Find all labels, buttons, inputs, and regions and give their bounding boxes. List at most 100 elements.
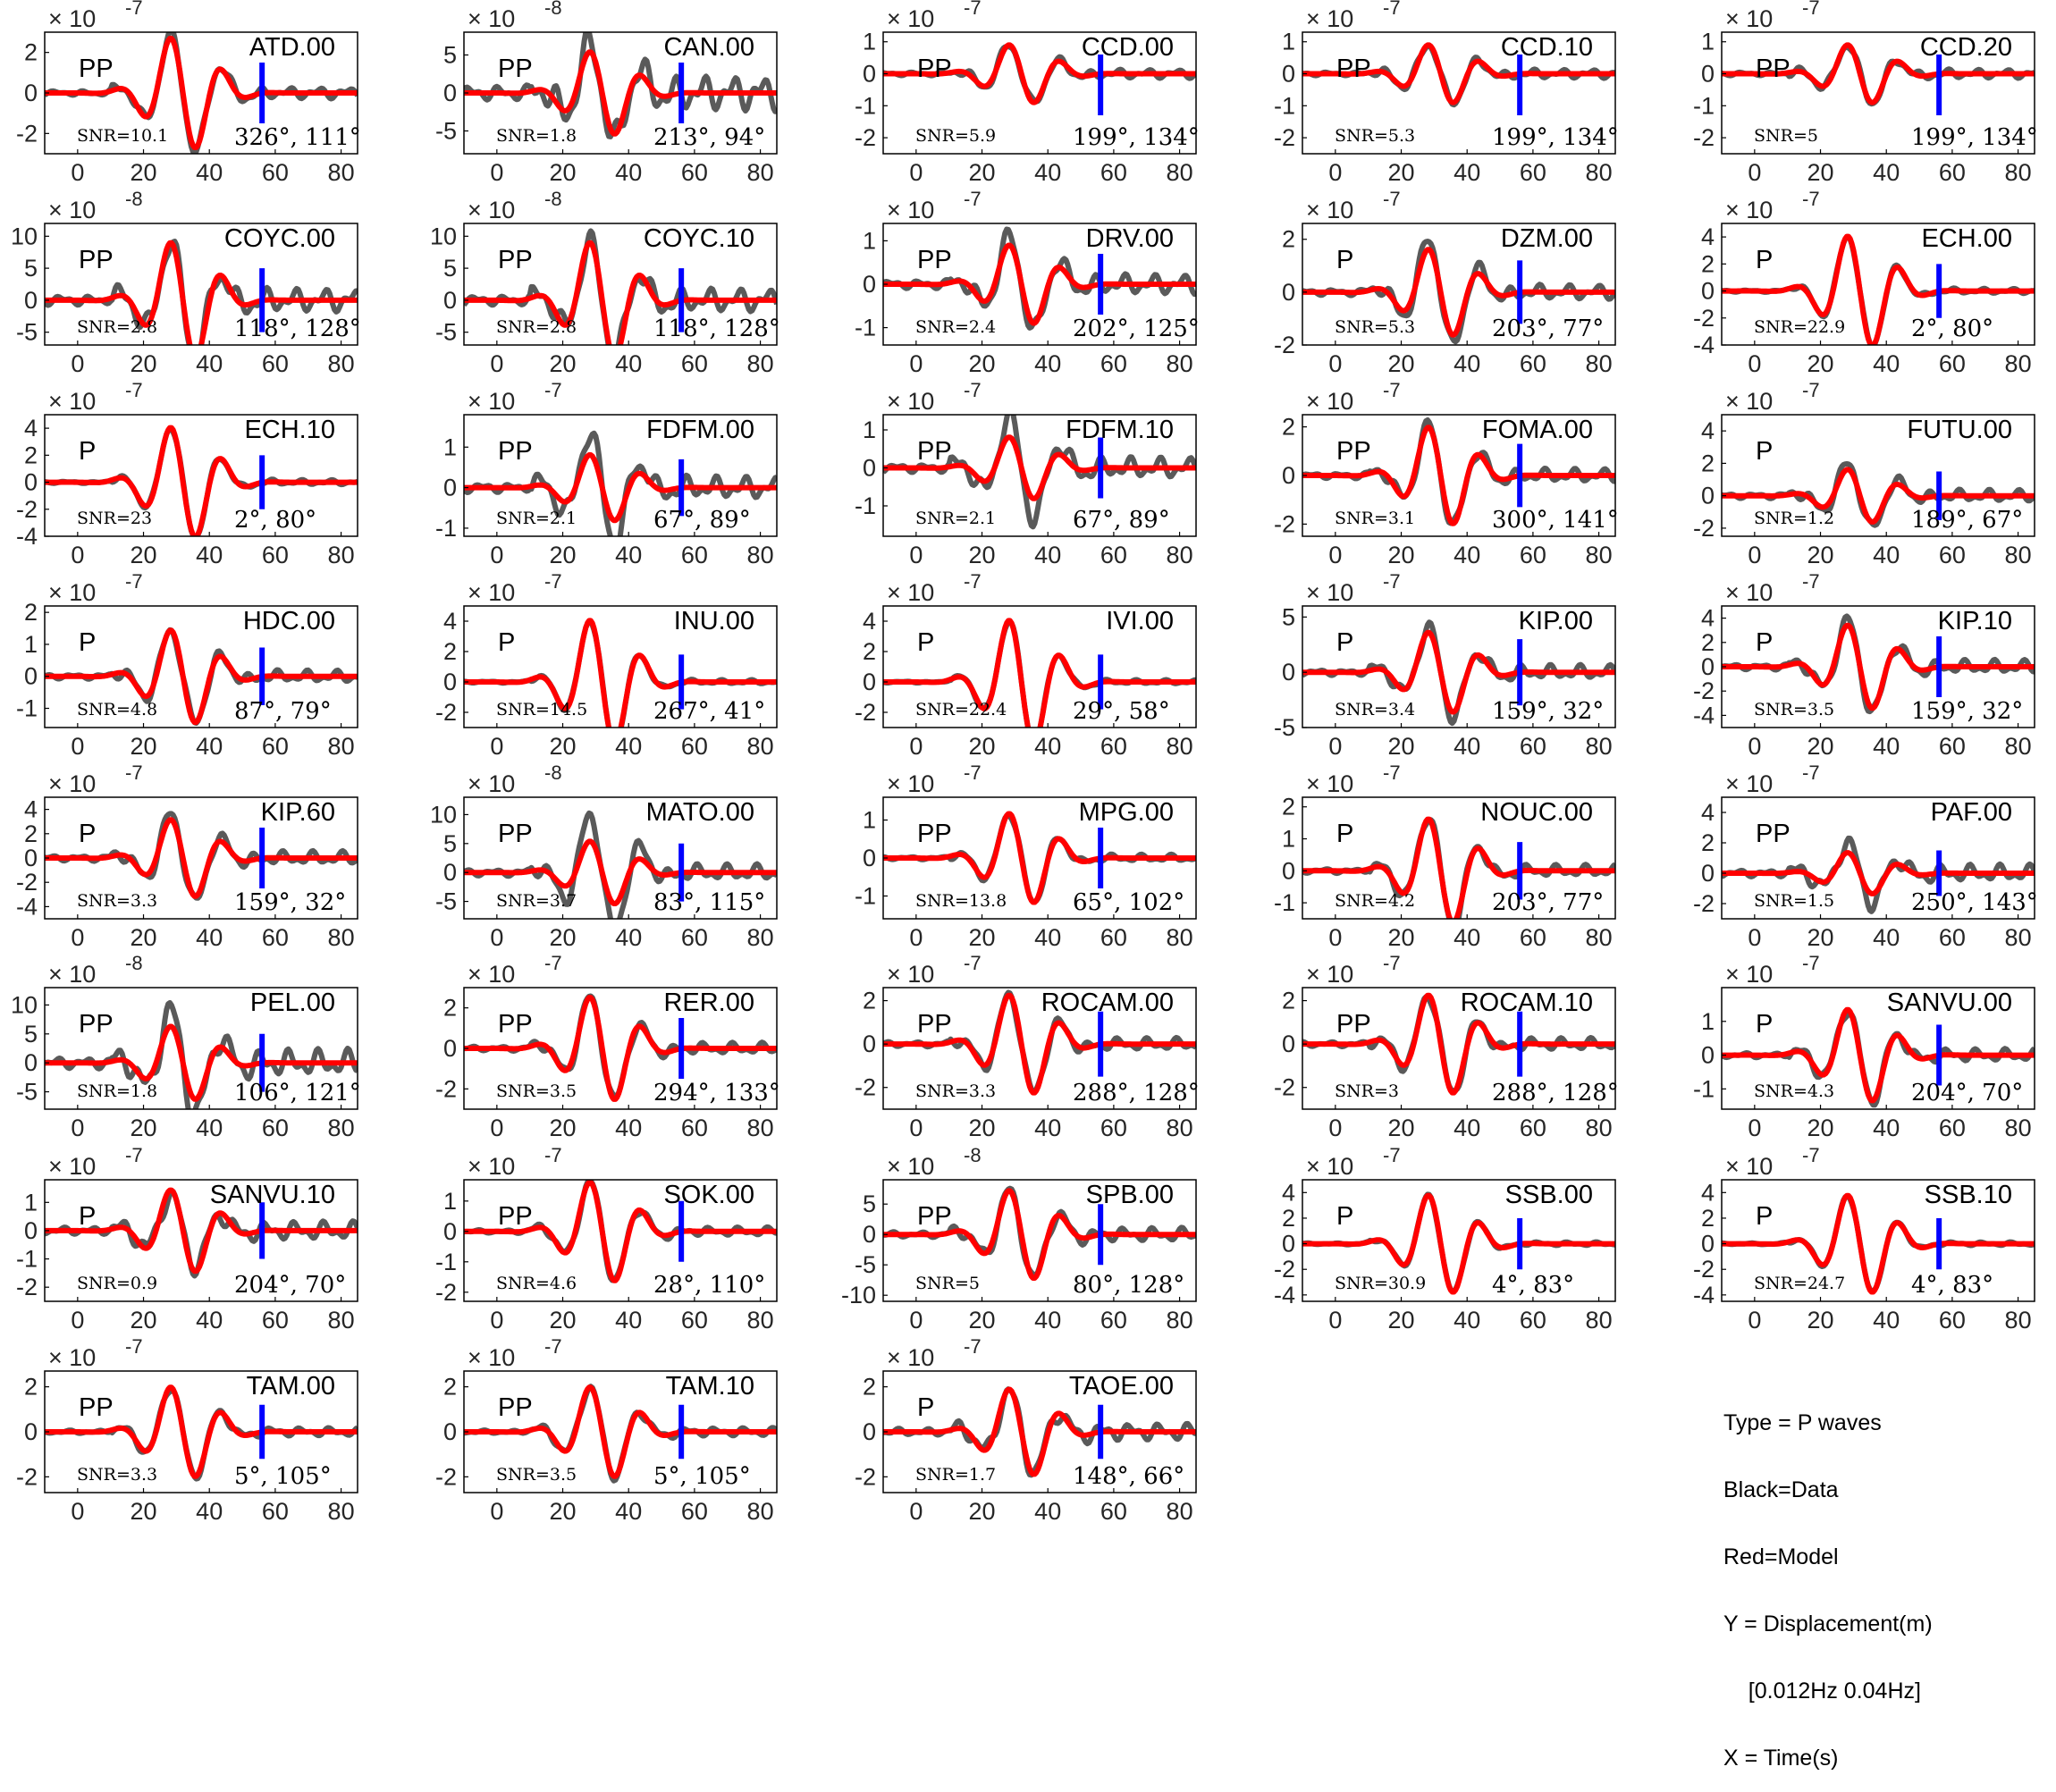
y-tick-label: -5 [16,319,38,346]
phase-label: P [917,1393,934,1422]
y-tick-label: 1 [443,433,457,460]
snr-label: SNR=1.5 [1754,891,1834,911]
y-tick-label: 4 [443,608,457,635]
x-tick-label: 0 [1328,1115,1342,1141]
x-tick-label: 40 [196,350,223,377]
azimuth-takeoff-label: 288°, 128° [1492,1080,1619,1106]
x-tick-label: 80 [747,1498,774,1525]
x-tick-label: 40 [1873,1115,1900,1141]
y-tick-label: -2 [1274,124,1295,151]
azimuth-takeoff-label: 288°, 128° [1073,1080,1200,1106]
panel-nouc-00: 0 20 40 60 80 -1 0 1 2 × 10 -7 P NOUC.00 SNR=4.2 203°,… [1274,761,1616,951]
x-tick-label: 20 [1807,350,1834,377]
x-tick-label: 20 [1388,733,1415,760]
y-tick-label: 0 [443,1035,457,1062]
x-tick-label: 0 [71,1307,84,1333]
phase-label: PP [1336,55,1371,83]
x-tick-label: 0 [1748,542,1761,568]
y-tick-label: 5 [863,1190,876,1217]
x-tick-label: 40 [615,924,642,951]
y-tick-label: 2 [24,39,38,66]
x-tick-label: 80 [328,542,355,568]
x-tick-label: 0 [909,1498,923,1525]
phase-label: PP [1336,1010,1371,1039]
phase-label: P [1336,1202,1353,1231]
y-tick-label: 1 [863,29,876,55]
x-tick-label: 60 [681,542,708,568]
model-trace [45,36,358,150]
y-tick-label: 0 [863,455,876,482]
panel-tam-00: 0 20 40 60 80 -2 0 2 × 10 -7 PP TAM.00 SNR=3.3 5°, 10… [16,1335,358,1525]
x-tick-label: 80 [2005,733,2032,760]
axis-exponent-power: -7 [1383,761,1401,784]
phase-label: P [1336,628,1353,657]
y-tick-label: 2 [443,995,457,1022]
axes-box [1302,796,1616,920]
axes-box [882,987,1197,1110]
y-tick-label: 2 [24,1374,38,1401]
axis-exponent: × 10 [1725,579,1773,606]
axis-exponent: × 10 [468,770,515,797]
phase-label: P [1756,246,1773,274]
axes-box [1721,414,2035,537]
y-tick-label: 0 [24,469,38,496]
axis-exponent: × 10 [48,961,96,988]
x-tick-label: 20 [131,1115,157,1141]
axis-exponent: × 10 [468,579,515,606]
axis-exponent-power: -8 [544,188,562,210]
station-label: ECH.10 [244,416,335,444]
y-tick-label: 0 [1701,1042,1715,1069]
snr-label: SNR=2.4 [915,317,996,337]
y-tick-label: -10 [841,1282,876,1308]
station-label: SSB.00 [1505,1181,1593,1209]
azimuth-takeoff-label: 159°, 32° [234,889,346,916]
model-trace [883,618,1196,728]
snr-label: SNR=5 [915,1274,980,1293]
axis-exponent: × 10 [1725,770,1773,797]
axis-exponent-power: -7 [1802,188,1820,210]
x-tick-label: 0 [1328,159,1342,186]
snr-label: SNR=3.5 [496,1465,577,1485]
y-tick-label: -5 [435,888,457,915]
x-tick-label: 20 [550,159,577,186]
y-tick-label: -2 [855,124,876,151]
x-tick-label: 60 [1939,350,1966,377]
axis-exponent: × 10 [468,961,515,988]
azimuth-takeoff-label: 4°, 83° [1911,1272,1993,1299]
x-tick-label: 40 [1034,1115,1061,1141]
y-tick-label: 0 [443,80,457,106]
x-tick-label: 60 [681,1115,708,1141]
azimuth-takeoff-label: 4°, 83° [1492,1272,1574,1299]
x-tick-label: 60 [1100,159,1127,186]
y-tick-label: -4 [1693,1282,1715,1308]
axis-exponent-power: -7 [544,1335,562,1358]
panel-ccd-20: 0 20 40 60 80 -2 -1 0 1 × 10 -7 PP CCD.20 SNR=5 199°, … [1693,0,2038,186]
y-tick-label: -2 [16,1463,38,1490]
model-trace [883,1188,1196,1281]
station-label: DZM.00 [1501,224,1593,253]
y-tick-label: 2 [863,638,876,665]
phase-label: PP [1756,820,1791,848]
y-tick-label: 2 [24,442,38,468]
panel-coyc-10: 0 20 40 60 80 -5 0 5 10 × 10 -8 PP COYC.10 SNR=2.8 118… [430,188,780,377]
azimuth-takeoff-label: 204°, 70° [234,1272,346,1299]
y-tick-label: -5 [1274,714,1295,741]
x-tick-label: 0 [490,1498,503,1525]
x-tick-label: 40 [1454,542,1480,568]
phase-label: P [1756,628,1773,657]
axis-exponent: × 10 [468,1153,515,1180]
axis-exponent: × 10 [887,1153,934,1180]
axis-exponent-power: -7 [1383,1144,1401,1166]
y-tick-label: 1 [24,631,38,658]
snr-label: SNR=24.7 [1754,1274,1845,1293]
y-tick-label: -1 [855,492,876,519]
x-tick-label: 40 [615,1307,642,1333]
snr-label: SNR=10.1 [77,126,168,146]
axes-box [1302,31,1616,155]
panel-sanvu-00: 0 20 40 60 80 -1 0 1 × 10 -7 P SANVU.00 SNR=4.3 204°,… [1693,952,2035,1141]
x-tick-label: 20 [969,159,996,186]
y-tick-label: 1 [1701,1008,1715,1035]
x-tick-label: 0 [909,1307,923,1333]
snr-label: SNR=1.8 [496,126,577,146]
